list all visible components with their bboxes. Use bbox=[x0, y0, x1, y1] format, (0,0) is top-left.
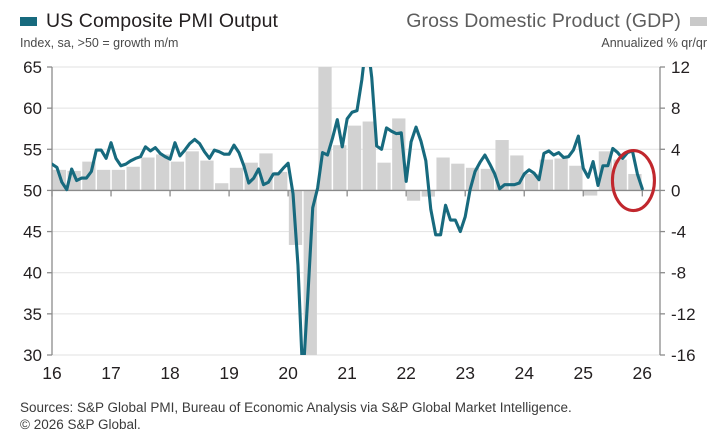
chart-plot-area: 30 35 40 45 50 55 60 65 -16 -12 -8 -4 0 4 8 12 16 17 18 1… bbox=[0, 56, 723, 396]
svg-text:0: 0 bbox=[671, 181, 680, 200]
svg-text:30: 30 bbox=[23, 346, 42, 365]
chart-footer: Sources: S&P Global PMI, Bureau of Econo… bbox=[20, 399, 710, 433]
svg-text:17: 17 bbox=[101, 363, 120, 383]
svg-text:55: 55 bbox=[23, 140, 42, 159]
gdp-bar-swatch-icon bbox=[690, 17, 707, 26]
svg-text:50: 50 bbox=[23, 181, 42, 200]
svg-text:23: 23 bbox=[455, 363, 474, 383]
y-axis-labels: 30 35 40 45 50 55 60 65 bbox=[23, 58, 42, 365]
annotation-highlight bbox=[610, 149, 656, 213]
svg-text:-8: -8 bbox=[671, 264, 686, 283]
x-axis-labels: 16 17 18 19 20 21 22 23 24 25 26 bbox=[42, 363, 652, 383]
svg-text:35: 35 bbox=[23, 305, 42, 324]
svg-text:21: 21 bbox=[337, 363, 356, 383]
sources-text: Sources: S&P Global PMI, Bureau of Econo… bbox=[20, 400, 572, 415]
svg-text:19: 19 bbox=[219, 363, 238, 383]
y2-axis-labels: -16 -12 -8 -4 0 4 8 12 bbox=[671, 58, 696, 365]
svg-text:60: 60 bbox=[23, 99, 42, 118]
svg-text:65: 65 bbox=[23, 58, 42, 77]
copyright-text: © 2026 S&P Global. bbox=[20, 417, 141, 432]
pmi-series-subtitle: Index, sa, >50 = growth m/m bbox=[20, 36, 179, 50]
gdp-series-subtitle: Annualized % qr/qr bbox=[601, 36, 707, 50]
legend-item-gdp: Gross Domestic Product (GDP) bbox=[406, 10, 707, 33]
svg-text:25: 25 bbox=[574, 363, 593, 383]
svg-text:26: 26 bbox=[633, 363, 652, 383]
svg-text:18: 18 bbox=[160, 363, 179, 383]
legend-item-pmi: US Composite PMI Output bbox=[20, 10, 278, 33]
pmi-line-swatch-icon bbox=[20, 17, 37, 26]
svg-text:24: 24 bbox=[514, 363, 534, 383]
pmi-line bbox=[52, 67, 644, 355]
svg-text:8: 8 bbox=[671, 99, 680, 118]
svg-text:40: 40 bbox=[23, 264, 42, 283]
svg-text:-16: -16 bbox=[671, 346, 696, 365]
svg-text:12: 12 bbox=[671, 58, 690, 77]
chart-header: US Composite PMI Output Index, sa, >50 =… bbox=[0, 0, 723, 56]
svg-text:-12: -12 bbox=[671, 305, 696, 324]
svg-text:22: 22 bbox=[396, 363, 415, 383]
svg-text:16: 16 bbox=[42, 363, 61, 383]
svg-text:-4: -4 bbox=[671, 223, 686, 242]
svg-text:4: 4 bbox=[671, 140, 680, 159]
gdp-bars bbox=[52, 67, 642, 355]
svg-text:45: 45 bbox=[23, 223, 42, 242]
gdp-series-title: Gross Domestic Product (GDP) bbox=[406, 10, 681, 32]
pmi-series-title: US Composite PMI Output bbox=[46, 10, 279, 32]
svg-text:20: 20 bbox=[278, 363, 298, 383]
axis-lines bbox=[47, 66, 665, 356]
